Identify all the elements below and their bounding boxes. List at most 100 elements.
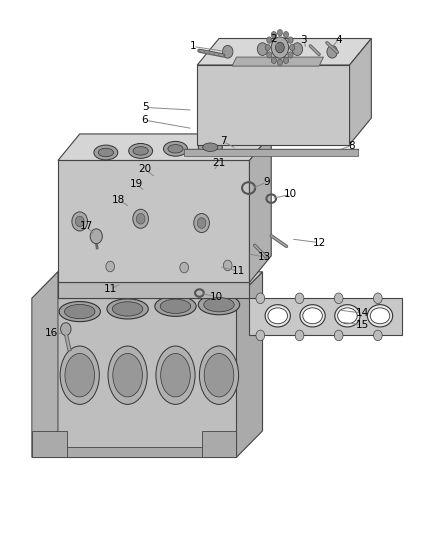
Polygon shape bbox=[58, 134, 271, 160]
Circle shape bbox=[292, 43, 303, 55]
Ellipse shape bbox=[129, 143, 152, 158]
Ellipse shape bbox=[370, 308, 390, 324]
Ellipse shape bbox=[198, 295, 240, 315]
Polygon shape bbox=[184, 149, 358, 156]
Text: 19: 19 bbox=[130, 179, 143, 189]
Text: 4: 4 bbox=[336, 35, 342, 45]
Ellipse shape bbox=[303, 308, 322, 324]
Circle shape bbox=[75, 216, 84, 227]
Text: 14: 14 bbox=[356, 308, 369, 318]
Text: 17: 17 bbox=[80, 221, 93, 231]
Text: 7: 7 bbox=[220, 136, 226, 147]
Ellipse shape bbox=[113, 302, 143, 316]
Circle shape bbox=[288, 37, 293, 43]
Circle shape bbox=[72, 212, 88, 231]
Ellipse shape bbox=[160, 299, 191, 313]
Polygon shape bbox=[197, 65, 350, 144]
Ellipse shape bbox=[64, 304, 95, 319]
Ellipse shape bbox=[198, 140, 222, 155]
Text: 6: 6 bbox=[142, 115, 148, 125]
Polygon shape bbox=[350, 38, 371, 144]
Text: 11: 11 bbox=[103, 284, 117, 294]
Ellipse shape bbox=[203, 143, 218, 151]
Circle shape bbox=[267, 52, 272, 58]
Circle shape bbox=[271, 31, 276, 38]
Text: 21: 21 bbox=[212, 158, 226, 168]
Text: 3: 3 bbox=[300, 35, 307, 45]
Circle shape bbox=[276, 42, 284, 53]
Circle shape bbox=[180, 262, 188, 273]
Ellipse shape bbox=[168, 144, 183, 153]
Polygon shape bbox=[32, 272, 58, 457]
Ellipse shape bbox=[60, 346, 99, 405]
Ellipse shape bbox=[108, 346, 147, 405]
Ellipse shape bbox=[265, 305, 290, 327]
Circle shape bbox=[288, 52, 293, 58]
Circle shape bbox=[60, 322, 71, 335]
Circle shape bbox=[334, 293, 343, 304]
Text: 10: 10 bbox=[210, 292, 223, 302]
Text: 9: 9 bbox=[264, 177, 270, 187]
Polygon shape bbox=[32, 298, 237, 457]
Ellipse shape bbox=[335, 305, 360, 327]
Polygon shape bbox=[232, 57, 323, 66]
Circle shape bbox=[271, 57, 276, 63]
Ellipse shape bbox=[133, 147, 148, 155]
Ellipse shape bbox=[199, 346, 239, 405]
Circle shape bbox=[290, 44, 295, 51]
Text: 1: 1 bbox=[190, 42, 196, 52]
Text: 10: 10 bbox=[284, 189, 297, 199]
Polygon shape bbox=[58, 160, 250, 282]
Ellipse shape bbox=[98, 148, 113, 157]
Ellipse shape bbox=[204, 297, 234, 312]
Ellipse shape bbox=[107, 299, 148, 319]
Text: 2: 2 bbox=[270, 34, 277, 44]
Ellipse shape bbox=[161, 353, 190, 397]
Circle shape bbox=[374, 293, 382, 304]
Text: 15: 15 bbox=[356, 320, 369, 330]
Circle shape bbox=[223, 45, 233, 58]
Circle shape bbox=[133, 209, 148, 228]
Circle shape bbox=[295, 330, 304, 341]
Ellipse shape bbox=[156, 346, 195, 405]
Text: 20: 20 bbox=[138, 165, 152, 174]
Circle shape bbox=[267, 37, 272, 43]
Ellipse shape bbox=[113, 353, 142, 397]
Text: 8: 8 bbox=[349, 141, 355, 151]
Circle shape bbox=[256, 330, 265, 341]
Text: 5: 5 bbox=[142, 102, 148, 112]
Text: 16: 16 bbox=[45, 328, 58, 338]
Text: 13: 13 bbox=[258, 252, 271, 262]
Circle shape bbox=[295, 293, 304, 304]
Polygon shape bbox=[58, 282, 250, 298]
Circle shape bbox=[90, 229, 102, 244]
Circle shape bbox=[277, 59, 283, 66]
Circle shape bbox=[136, 214, 145, 224]
Ellipse shape bbox=[155, 296, 196, 317]
Circle shape bbox=[277, 29, 283, 36]
Circle shape bbox=[106, 261, 115, 272]
Ellipse shape bbox=[94, 145, 118, 160]
Text: 12: 12 bbox=[312, 238, 326, 248]
Ellipse shape bbox=[204, 353, 234, 397]
Ellipse shape bbox=[338, 308, 357, 324]
Polygon shape bbox=[32, 431, 67, 457]
Circle shape bbox=[256, 293, 265, 304]
Ellipse shape bbox=[163, 141, 187, 156]
Circle shape bbox=[327, 45, 337, 58]
Ellipse shape bbox=[65, 353, 95, 397]
Ellipse shape bbox=[300, 305, 325, 327]
Text: 11: 11 bbox=[232, 266, 245, 276]
Circle shape bbox=[334, 330, 343, 341]
Polygon shape bbox=[250, 298, 402, 335]
Polygon shape bbox=[197, 38, 371, 65]
Circle shape bbox=[283, 31, 289, 38]
Ellipse shape bbox=[268, 308, 288, 324]
Ellipse shape bbox=[59, 302, 100, 321]
Circle shape bbox=[197, 217, 206, 228]
Circle shape bbox=[257, 43, 268, 55]
Ellipse shape bbox=[367, 305, 392, 327]
Circle shape bbox=[265, 44, 270, 51]
Circle shape bbox=[283, 57, 289, 63]
Circle shape bbox=[223, 260, 232, 271]
